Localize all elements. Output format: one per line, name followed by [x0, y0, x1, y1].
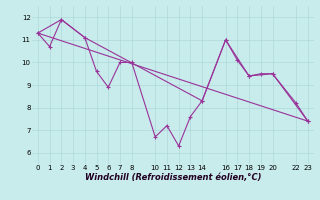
X-axis label: Windchill (Refroidissement éolien,°C): Windchill (Refroidissement éolien,°C) — [84, 173, 261, 182]
